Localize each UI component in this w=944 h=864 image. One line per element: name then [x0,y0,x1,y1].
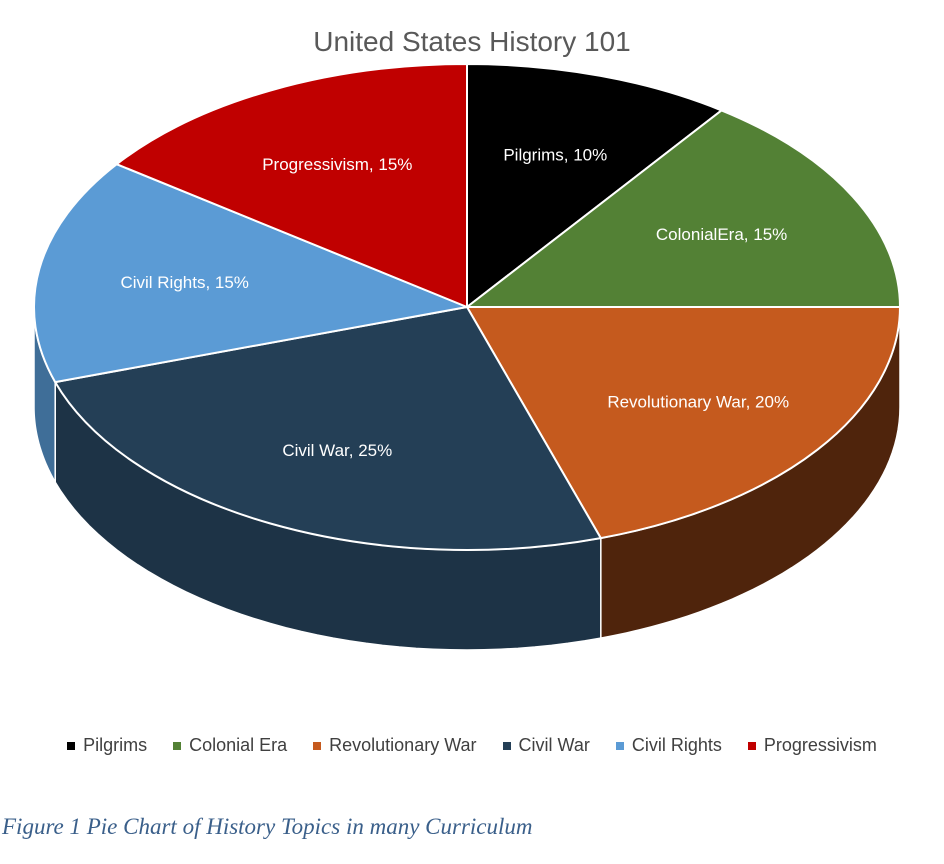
legend-item-revolutionary-war[interactable]: Revolutionary War [313,735,477,756]
legend-label: Colonial Era [189,735,288,755]
legend-label: Civil Rights [631,735,722,755]
slice-label-civil-war: Civil War, 25% [282,441,392,460]
slice-label-progressivism: Progressivism, 15% [262,155,412,174]
legend-swatch-icon [747,741,756,750]
slice-label-colonial-era: ColonialEra, 15% [656,225,787,244]
legend: Pilgrims Colonial Era Revolutionary War Civ… [0,735,944,756]
slice-civil-rights[interactable] [33,163,471,384]
slice-label-pilgrims: Pilgrims, 10% [503,146,607,165]
legend-item-civil-rights[interactable]: Civil Rights [615,735,722,756]
legend-swatch-icon [67,741,76,750]
slice-label-revolutionary-war: Revolutionary War, 20% [607,392,789,411]
slice-civil-war[interactable] [53,305,603,552]
legend-item-pilgrims[interactable]: Pilgrims [67,735,147,756]
chart-title: United States History 101 [313,26,631,57]
legend-swatch-icon [313,741,322,750]
legend-swatch-icon [502,741,511,750]
legend-label: Civil War [518,735,590,755]
legend-item-civil-war[interactable]: Civil War [502,735,590,756]
slice-pilgrims[interactable] [466,62,724,310]
legend-label: Revolutionary War [329,735,477,755]
slice-revolutionary-war[interactable] [465,306,902,540]
legend-swatch-icon [173,741,182,750]
slice-colonial-era[interactable] [464,109,902,308]
legend-item-colonial-era[interactable]: Colonial Era [173,735,287,756]
legend-label: Pilgrims [83,735,148,755]
slice-progressivism[interactable] [114,62,468,309]
legend-item-progressivism[interactable]: Progressivism [747,735,877,756]
legend-label: Progressivism [763,735,877,755]
legend-swatch-icon [615,741,624,750]
slice-label-civil-rights: Civil Rights, 15% [120,273,249,292]
figure-caption: Figure 1 Pie Chart of History Topics in … [2,814,533,839]
